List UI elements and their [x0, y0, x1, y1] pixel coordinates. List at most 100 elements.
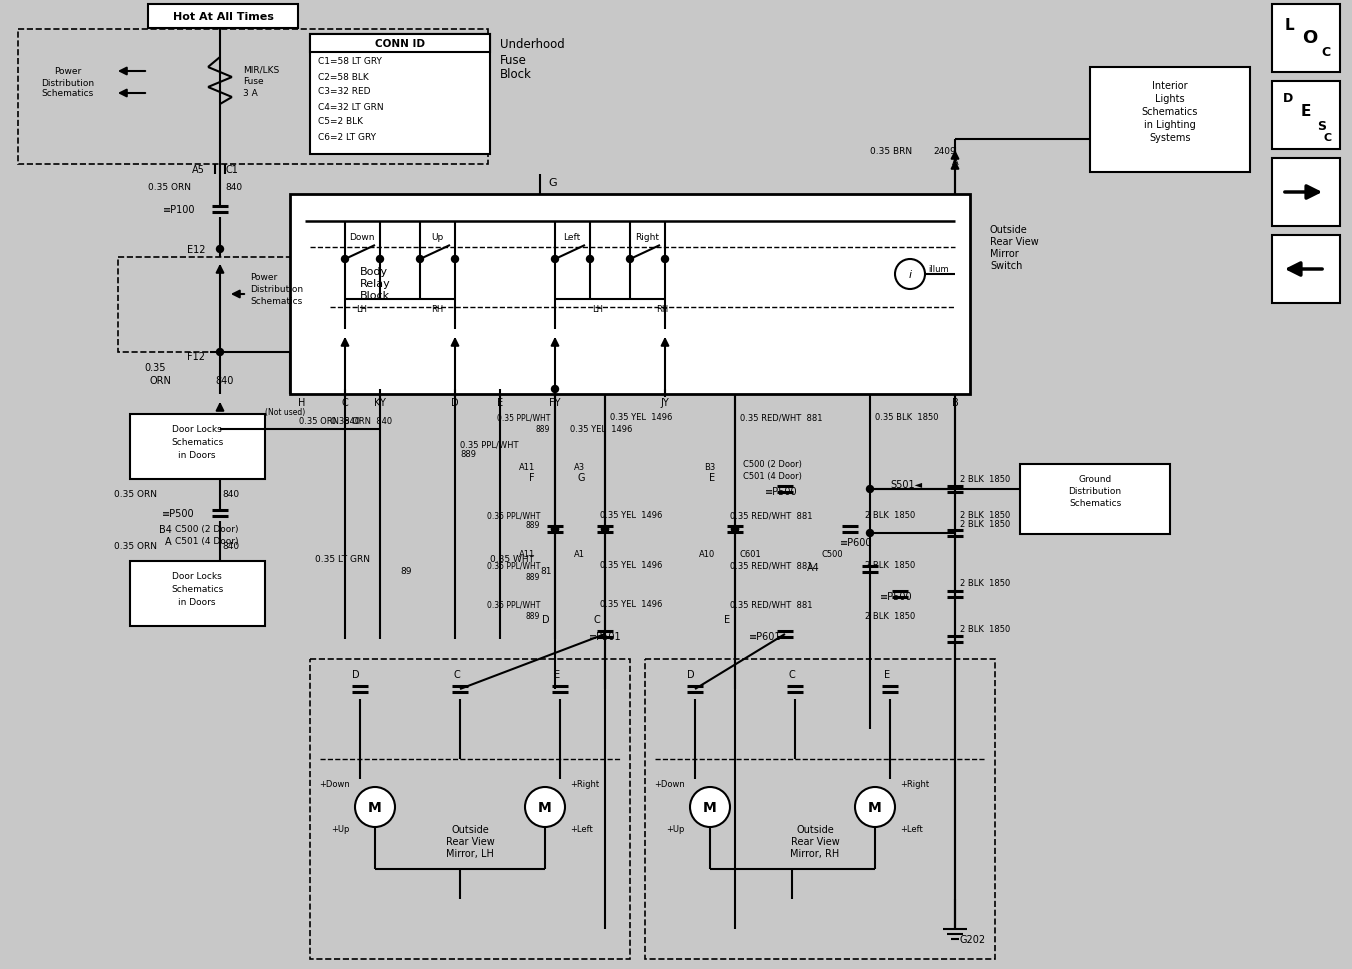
Text: in Doors: in Doors	[178, 598, 216, 607]
Text: +Right: +Right	[900, 780, 929, 789]
Text: RH: RH	[431, 305, 443, 314]
Text: G202: G202	[960, 934, 986, 944]
Bar	[130, 561, 265, 626]
Text: 0.35 ORN  840: 0.35 ORN 840	[331, 417, 392, 426]
Text: 0.35 ORN  840: 0.35 ORN 840	[299, 417, 361, 426]
Text: Rear View: Rear View	[791, 836, 840, 846]
Text: E: E	[884, 670, 890, 679]
Text: C: C	[594, 614, 600, 624]
Text: 0.35 RED/WHT  881: 0.35 RED/WHT 881	[730, 561, 813, 570]
Text: S: S	[1317, 119, 1326, 133]
Bar	[310, 35, 489, 155]
Text: C501 (4 Door): C501 (4 Door)	[744, 472, 802, 481]
Circle shape	[356, 787, 395, 828]
Text: Distribution: Distribution	[42, 78, 95, 87]
Text: D: D	[353, 670, 360, 679]
Circle shape	[731, 526, 738, 533]
Bar	[1019, 464, 1169, 535]
Text: LH: LH	[357, 305, 368, 314]
Text: (Not used): (Not used)	[265, 408, 306, 417]
Text: Ground: Ground	[1079, 475, 1111, 484]
Circle shape	[690, 787, 730, 828]
Text: 2 BLK  1850: 2 BLK 1850	[960, 625, 1010, 634]
Text: Body: Body	[360, 266, 388, 277]
Bar	[1272, 235, 1340, 303]
Circle shape	[416, 256, 423, 264]
Text: Schematics: Schematics	[1142, 107, 1198, 117]
Text: 0.35 WHT: 0.35 WHT	[489, 555, 534, 564]
Text: A5: A5	[192, 165, 206, 174]
Text: Power: Power	[54, 68, 81, 77]
Text: C500 (2 Door): C500 (2 Door)	[744, 460, 802, 469]
Text: Schematics: Schematics	[170, 585, 223, 594]
Text: 81: 81	[539, 567, 552, 576]
Text: C: C	[453, 670, 460, 679]
Text: 889: 889	[526, 611, 539, 621]
Circle shape	[602, 526, 608, 533]
Text: E12: E12	[187, 245, 206, 255]
Text: 0.35 YEL  1496: 0.35 YEL 1496	[610, 413, 672, 422]
Text: 889: 889	[526, 573, 539, 582]
Bar	[118, 258, 362, 353]
Text: 0.35 RED/WHT  881: 0.35 RED/WHT 881	[740, 413, 822, 422]
Text: G: G	[577, 473, 585, 483]
Text: D: D	[687, 670, 695, 679]
Bar	[147, 5, 297, 29]
Text: +Up: +Up	[331, 825, 350, 833]
Text: 0.35 PPL/WHT: 0.35 PPL/WHT	[487, 511, 539, 520]
Text: KY: KY	[375, 397, 385, 408]
Text: 2 BLK  1850: 2 BLK 1850	[865, 561, 915, 570]
Text: B4: B4	[160, 524, 172, 535]
Text: C: C	[788, 670, 795, 679]
Bar	[310, 659, 630, 959]
Text: +Left: +Left	[900, 825, 923, 833]
Text: C: C	[342, 397, 349, 408]
Text: 889: 889	[526, 521, 539, 530]
Text: +Left: +Left	[571, 825, 592, 833]
Text: Relay: Relay	[360, 279, 391, 289]
Text: 0.35 BRN: 0.35 BRN	[869, 147, 913, 156]
Text: ≡P100: ≡P100	[162, 204, 195, 215]
Text: C601: C601	[740, 550, 761, 559]
Text: C2=58 BLK: C2=58 BLK	[318, 73, 369, 81]
Text: 0.35 ORN: 0.35 ORN	[114, 542, 157, 551]
Text: Distribution: Distribution	[1068, 487, 1122, 496]
Text: LH: LH	[592, 305, 603, 314]
Text: C500: C500	[822, 550, 844, 559]
Text: C501 (4 Door): C501 (4 Door)	[174, 537, 238, 546]
Text: 2 BLK  1850: 2 BLK 1850	[865, 511, 915, 520]
Text: 0.35 PPL/WHT: 0.35 PPL/WHT	[496, 413, 550, 422]
Text: 0.35 ORN: 0.35 ORN	[114, 490, 157, 499]
Text: ORN: ORN	[149, 376, 170, 386]
Circle shape	[552, 256, 558, 264]
Text: C: C	[1324, 133, 1332, 142]
Text: M: M	[368, 800, 381, 814]
Text: Underhood: Underhood	[500, 39, 565, 51]
Text: 0.35 BLK  1850: 0.35 BLK 1850	[875, 413, 938, 422]
Bar	[645, 659, 995, 959]
Circle shape	[452, 256, 458, 264]
Text: Power: Power	[250, 273, 277, 282]
Text: E: E	[554, 670, 560, 679]
Text: 840: 840	[215, 376, 234, 386]
Text: 0.35 PPL/WHT: 0.35 PPL/WHT	[460, 440, 519, 449]
Text: 0.35 YEL  1496: 0.35 YEL 1496	[600, 561, 662, 570]
Text: C3=32 RED: C3=32 RED	[318, 87, 370, 96]
Text: A4: A4	[807, 562, 821, 573]
Text: A: A	[952, 157, 959, 167]
Text: O: O	[1302, 29, 1318, 47]
Circle shape	[854, 787, 895, 828]
Text: Outside: Outside	[452, 825, 489, 834]
Text: A11: A11	[519, 550, 535, 559]
Text: ≡P500: ≡P500	[880, 591, 913, 602]
Circle shape	[525, 787, 565, 828]
Text: Mirror, LH: Mirror, LH	[446, 848, 493, 859]
Text: 0.35 RED/WHT  881: 0.35 RED/WHT 881	[730, 600, 813, 609]
Bar	[18, 30, 488, 165]
Text: A10: A10	[699, 550, 715, 559]
Text: Distribution: Distribution	[250, 285, 303, 295]
Circle shape	[552, 386, 558, 393]
Text: 89: 89	[400, 567, 411, 576]
Text: C1=58 LT GRY: C1=58 LT GRY	[318, 57, 381, 67]
Text: 2 BLK  1850: 2 BLK 1850	[960, 511, 1010, 520]
